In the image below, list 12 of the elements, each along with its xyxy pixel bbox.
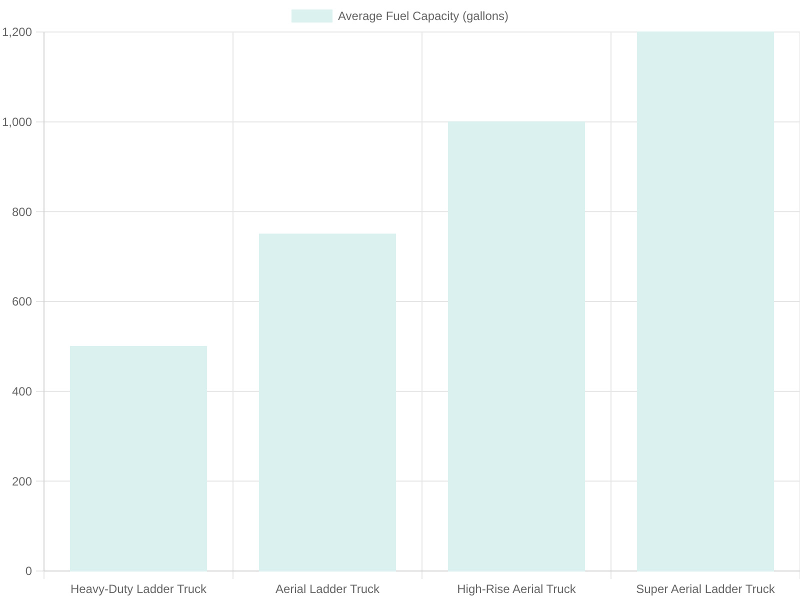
x-tick-label: Aerial Ladder Truck [275, 582, 381, 596]
x-tick-label: Super Aerial Ladder Truck [636, 582, 776, 596]
y-tick-label: 800 [12, 204, 32, 219]
y-tick-label: 200 [12, 474, 32, 488]
y-tick-label: 1,000 [2, 115, 32, 130]
x-tick-label: Heavy-Duty Ladder Truck [70, 582, 208, 596]
x-tick-label: High-Rise Aerial Truck [457, 582, 577, 596]
legend-label: Average Fuel Capacity (gallons) [338, 9, 509, 24]
y-tick-label: 600 [12, 294, 32, 309]
y-tick-label: 400 [12, 384, 32, 399]
y-tick-label: 1,200 [2, 25, 32, 40]
y-tick-label: 0 [25, 564, 32, 578]
